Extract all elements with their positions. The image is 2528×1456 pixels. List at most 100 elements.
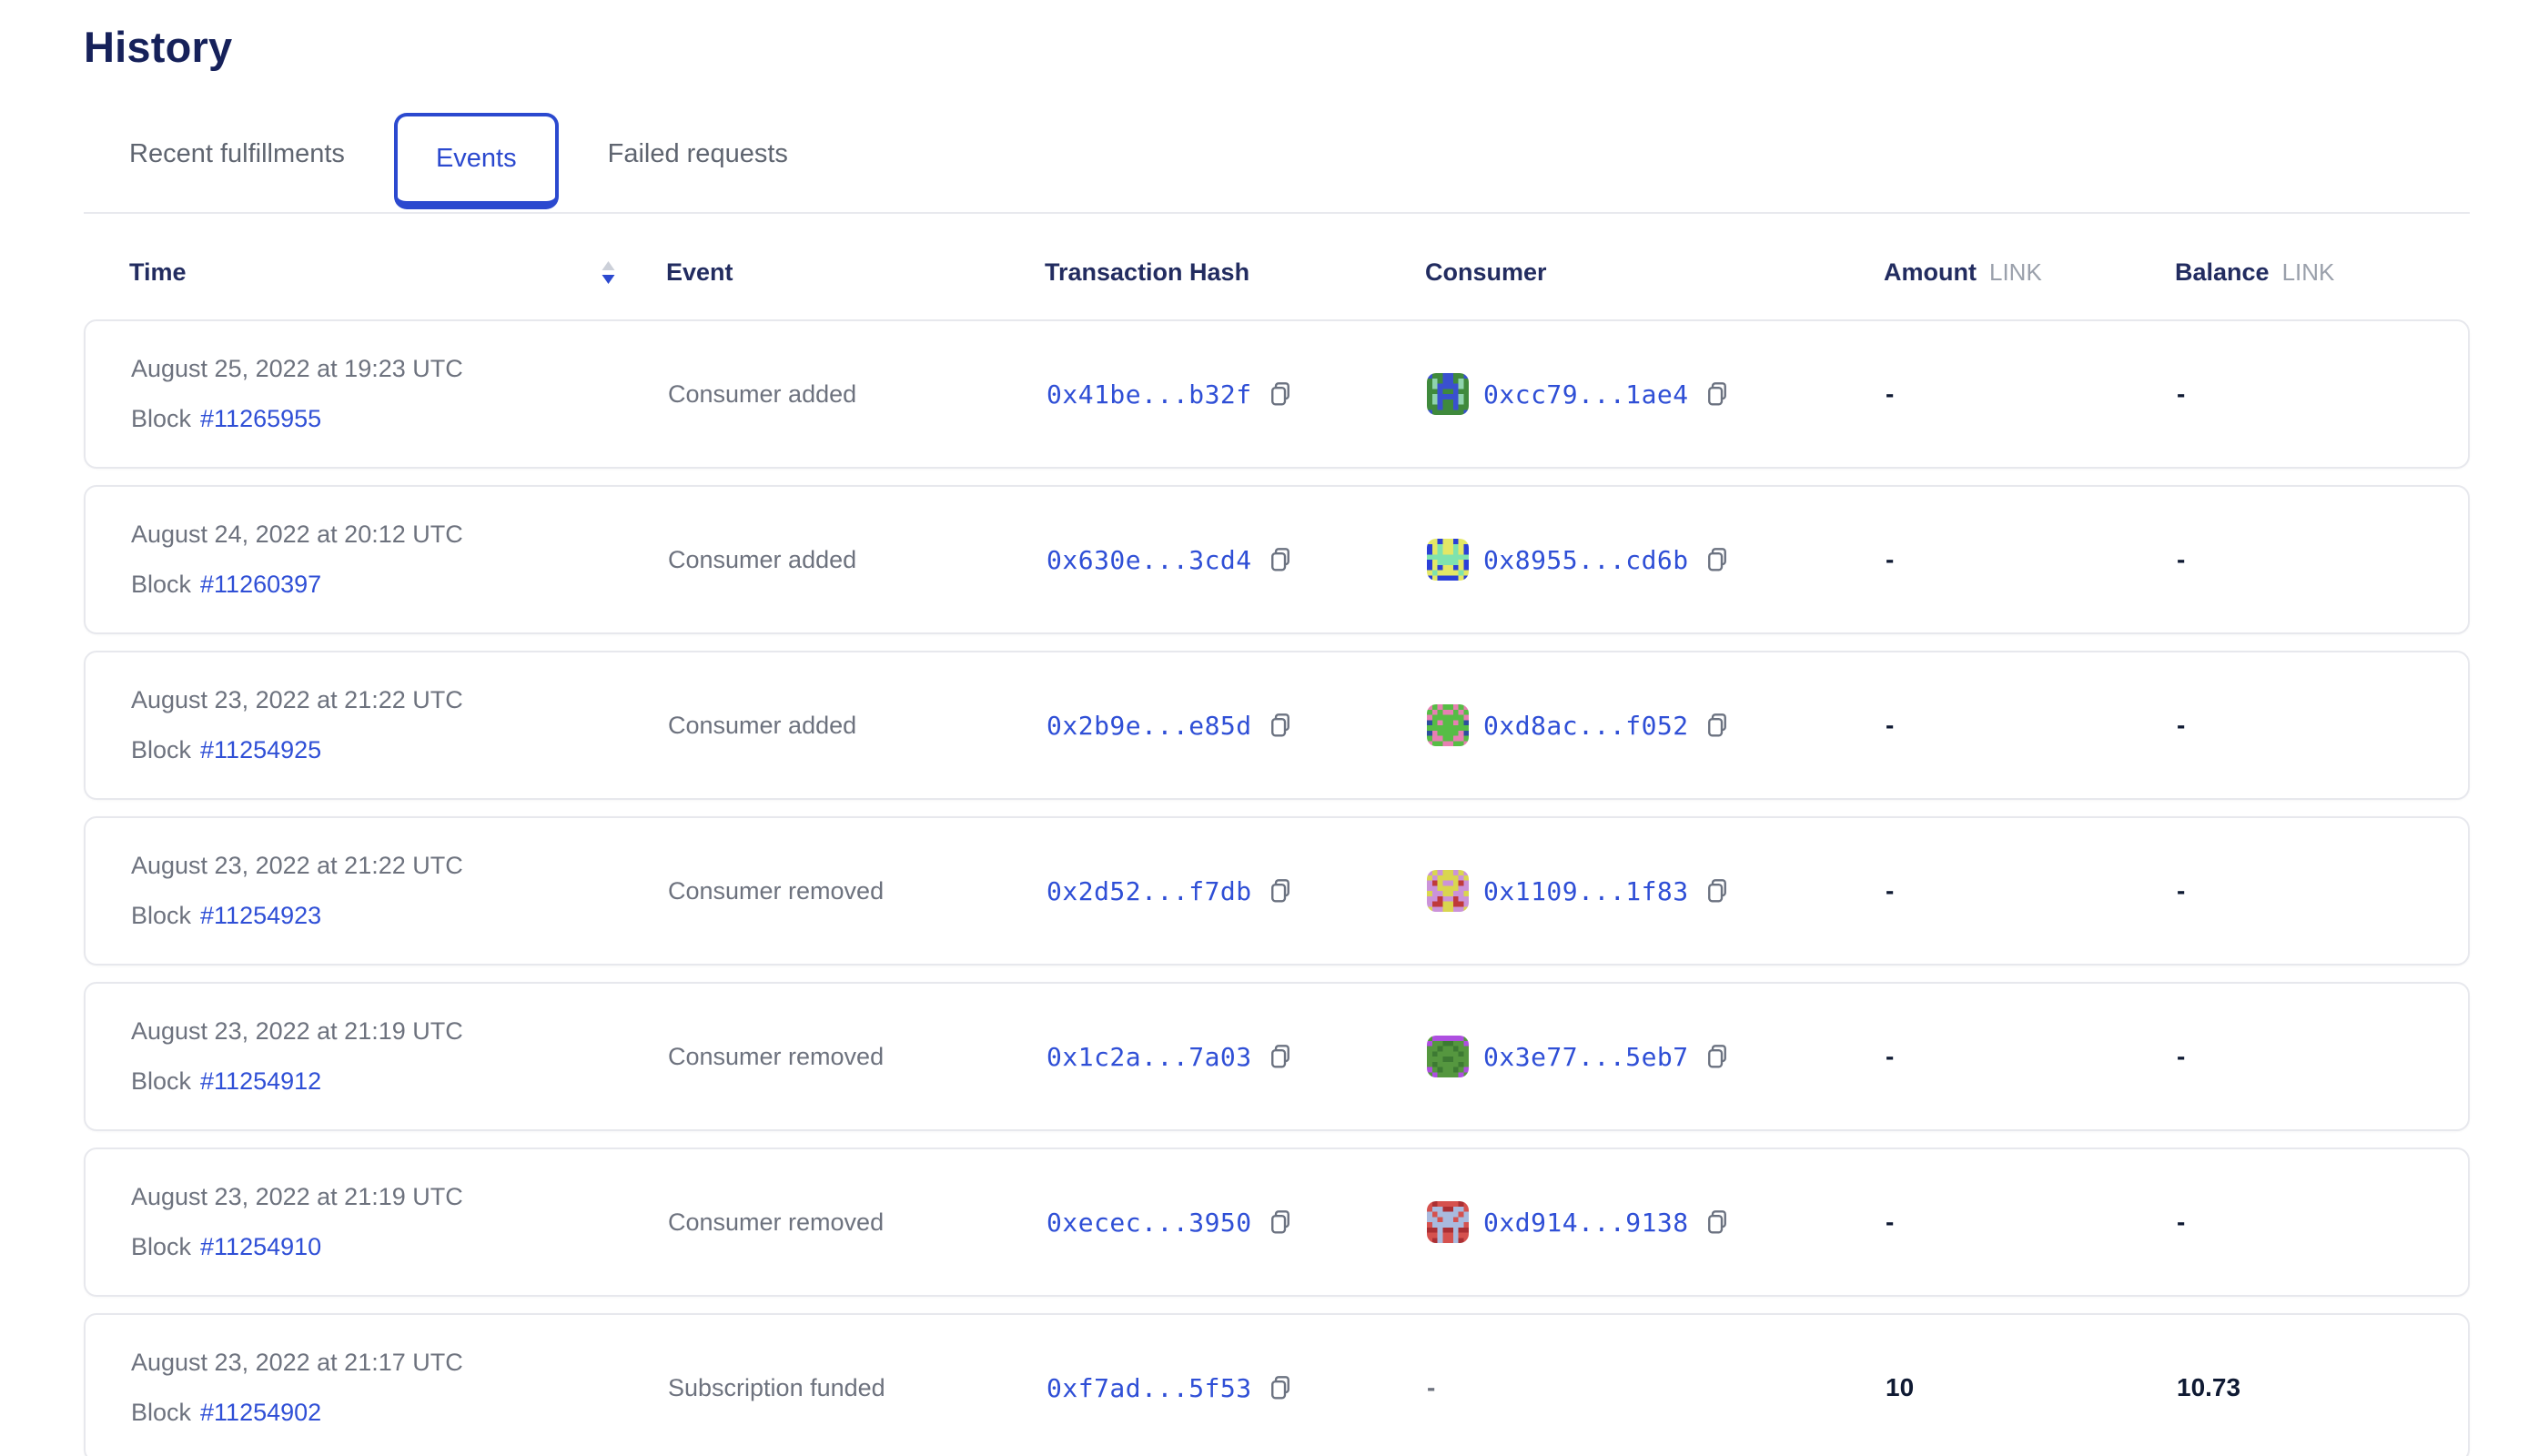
block-number-link[interactable]: #11254910 (200, 1233, 322, 1260)
copy-consumer-address-button[interactable] (1704, 1208, 1731, 1236)
block-number-link[interactable]: #11260397 (200, 571, 322, 598)
consumer-cell: 0x8955...cd6b (1427, 539, 1886, 581)
copy-tx-hash-button[interactable] (1267, 877, 1294, 905)
consumer-address-link[interactable]: 0x3e77...5eb7 (1483, 1041, 1689, 1072)
sort-up-icon (602, 260, 615, 270)
copy-icon (1707, 1045, 1726, 1068)
copy-icon (1270, 1376, 1289, 1400)
copy-icon (1270, 713, 1289, 737)
copy-tx-hash-button[interactable] (1267, 1043, 1294, 1070)
copy-icon (1270, 1210, 1289, 1234)
table-row: August 23, 2022 at 21:17 UTC Block #1125… (84, 1313, 2470, 1456)
tx-hash-link[interactable]: 0x1c2a...7a03 (1047, 1041, 1252, 1072)
copy-tx-hash-button[interactable] (1267, 546, 1294, 573)
balance-value: - (2177, 876, 2186, 905)
block-label: Block (131, 405, 192, 432)
column-header-time[interactable]: Time (129, 258, 666, 287)
block-number-link[interactable]: #11254923 (200, 902, 322, 929)
amount-value: - (1886, 545, 1895, 573)
block-number-link[interactable]: #11265955 (200, 405, 322, 432)
copy-icon (1707, 382, 1726, 406)
tx-hash-link[interactable]: 0xecec...3950 (1047, 1207, 1252, 1238)
block-number-link[interactable]: #11254912 (200, 1067, 322, 1095)
event-type: Consumer removed (668, 876, 885, 905)
consumer-address-link[interactable]: 0x1109...1f83 (1483, 875, 1689, 906)
consumer-address-link[interactable]: - (1427, 1373, 1436, 1401)
block-label: Block (131, 736, 192, 763)
event-timestamp: August 23, 2022 at 21:19 UTC (131, 1017, 463, 1045)
block-label: Block (131, 1399, 192, 1426)
event-timestamp: August 25, 2022 at 19:23 UTC (131, 355, 463, 382)
copy-consumer-address-button[interactable] (1704, 546, 1731, 573)
column-header-tx-hash[interactable]: Transaction Hash (1045, 258, 1250, 286)
event-type: Subscription funded (668, 1373, 885, 1401)
column-header-balance[interactable]: Balance LINK (2175, 258, 2335, 286)
time-cell: August 23, 2022 at 21:22 UTC Block #1125… (131, 686, 668, 764)
event-timestamp: August 23, 2022 at 21:22 UTC (131, 852, 463, 879)
tx-hash-link[interactable]: 0x41be...b32f (1047, 379, 1252, 410)
tx-hash-cell: 0x630e...3cd4 (1047, 545, 1427, 575)
tx-hash-cell: 0x2d52...f7db (1047, 876, 1427, 906)
tab-recent-fulfillments[interactable]: Recent fulfillments (126, 130, 349, 178)
copy-consumer-address-button[interactable] (1704, 1043, 1731, 1070)
column-header-event[interactable]: Event (666, 258, 733, 286)
column-header-consumer[interactable]: Consumer (1425, 258, 1547, 286)
time-cell: August 23, 2022 at 21:19 UTC Block #1125… (131, 1183, 668, 1261)
balance-value: - (2177, 545, 2186, 573)
copy-consumer-address-button[interactable] (1704, 712, 1731, 739)
consumer-identicon (1427, 1036, 1469, 1077)
tab-events[interactable]: Events (393, 113, 559, 209)
tx-hash-link[interactable]: 0xf7ad...5f53 (1047, 1372, 1252, 1403)
balance-value: - (2177, 379, 2186, 408)
block-label: Block (131, 902, 192, 929)
balance-unit-label: LINK (2281, 258, 2335, 286)
consumer-address-link[interactable]: 0xd914...9138 (1483, 1207, 1689, 1238)
balance-value: - (2177, 1208, 2186, 1236)
event-timestamp: August 23, 2022 at 21:19 UTC (131, 1183, 463, 1210)
tab-failed-requests[interactable]: Failed requests (604, 130, 792, 178)
copy-tx-hash-button[interactable] (1267, 380, 1294, 408)
consumer-address-link[interactable]: 0xcc79...1ae4 (1483, 379, 1689, 410)
tx-hash-link[interactable]: 0x2b9e...e85d (1047, 710, 1252, 741)
copy-consumer-address-button[interactable] (1704, 877, 1731, 905)
copy-tx-hash-button[interactable] (1267, 1374, 1294, 1401)
block-number-link[interactable]: #11254902 (200, 1399, 322, 1426)
copy-tx-hash-button[interactable] (1267, 1208, 1294, 1236)
sort-icon[interactable] (602, 260, 615, 284)
copy-icon (1707, 879, 1726, 903)
tx-hash-cell: 0x1c2a...7a03 (1047, 1042, 1427, 1072)
event-type: Consumer added (668, 379, 857, 408)
tx-hash-link[interactable]: 0x2d52...f7db (1047, 875, 1252, 906)
balance-value: - (2177, 711, 2186, 739)
table-header-row: Time Event Transaction Hash Consumer Amo… (84, 245, 2470, 299)
copy-tx-hash-button[interactable] (1267, 712, 1294, 739)
consumer-identicon (1427, 539, 1469, 581)
amount-value: - (1886, 379, 1895, 408)
sort-down-icon (602, 274, 615, 284)
consumer-identicon (1427, 373, 1469, 415)
time-cell: August 23, 2022 at 21:19 UTC Block #1125… (131, 1017, 668, 1096)
block-label: Block (131, 1233, 192, 1260)
consumer-cell: 0xd914...9138 (1427, 1201, 1886, 1243)
column-header-amount[interactable]: Amount LINK (1884, 258, 2042, 286)
event-timestamp: August 23, 2022 at 21:17 UTC (131, 1349, 463, 1376)
amount-value: - (1886, 711, 1895, 739)
copy-consumer-address-button[interactable] (1704, 380, 1731, 408)
copy-icon (1707, 1210, 1726, 1234)
block-number-link[interactable]: #11254925 (200, 736, 322, 763)
event-type: Consumer removed (668, 1042, 885, 1070)
table-row: August 25, 2022 at 19:23 UTC Block #1126… (84, 319, 2470, 469)
event-timestamp: August 23, 2022 at 21:22 UTC (131, 686, 463, 713)
table-row: August 23, 2022 at 21:22 UTC Block #1125… (84, 651, 2470, 800)
block-label: Block (131, 1067, 192, 1095)
event-type: Consumer added (668, 711, 857, 739)
consumer-address-link[interactable]: 0x8955...cd6b (1483, 544, 1689, 575)
consumer-address-link[interactable]: 0xd8ac...f052 (1483, 710, 1689, 741)
amount-unit-label: LINK (1988, 258, 2042, 286)
table-row: August 23, 2022 at 21:19 UTC Block #1125… (84, 982, 2470, 1131)
tx-hash-link[interactable]: 0x630e...3cd4 (1047, 544, 1252, 575)
copy-icon (1270, 382, 1289, 406)
amount-value: - (1886, 876, 1895, 905)
consumer-identicon (1427, 1201, 1469, 1243)
